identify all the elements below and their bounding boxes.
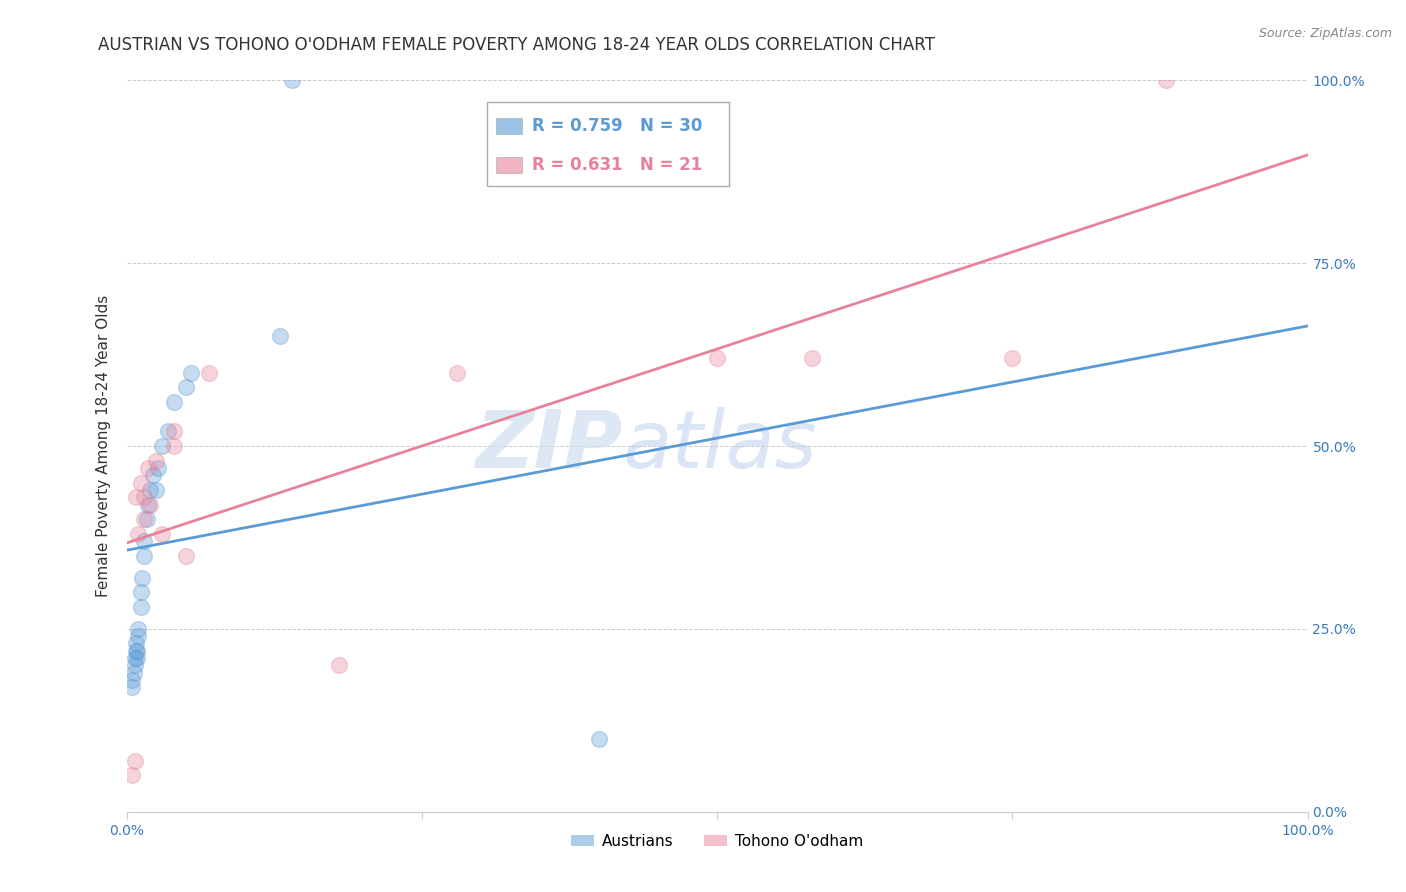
Point [129,599,152,614]
Point [121,768,143,782]
Point [198,366,221,380]
Point [1154,73,1177,87]
Point [588,731,610,746]
Point [163,395,186,409]
Point [150,526,173,541]
Point [141,468,163,483]
Point [124,651,146,665]
Point [129,475,152,490]
FancyBboxPatch shape [496,118,522,134]
Point [174,549,197,563]
Text: ZIP: ZIP [475,407,623,485]
Point [148,461,170,475]
Point [136,461,159,475]
Point [134,534,156,549]
Point [134,512,156,526]
Point [136,498,159,512]
Point [122,665,145,680]
FancyBboxPatch shape [486,103,728,186]
Point [180,366,202,380]
Point [129,585,152,599]
Point [706,351,728,366]
Point [121,681,143,695]
Point [145,453,167,467]
Text: R = 0.759   N = 30: R = 0.759 N = 30 [531,117,702,135]
Point [125,636,148,650]
Point [121,673,143,687]
Point [125,490,148,504]
Point [446,366,468,380]
Point [139,483,162,497]
Point [135,512,157,526]
Legend: Austrians, Tohono O'odham: Austrians, Tohono O'odham [565,828,869,855]
Point [127,526,149,541]
Point [139,498,162,512]
Point [131,571,153,585]
Text: AUSTRIAN VS TOHONO O'ODHAM FEMALE POVERTY AMONG 18-24 YEAR OLDS CORRELATION CHAR: AUSTRIAN VS TOHONO O'ODHAM FEMALE POVERT… [98,36,935,54]
Point [269,329,291,343]
Text: Source: ZipAtlas.com: Source: ZipAtlas.com [1258,27,1392,40]
Y-axis label: Female Poverty Among 18-24 Year Olds: Female Poverty Among 18-24 Year Olds [96,295,111,597]
Point [127,651,149,665]
Point [134,549,156,563]
Point [174,380,197,394]
Point [127,629,149,643]
Text: atlas: atlas [623,407,817,485]
Point [124,658,146,673]
Point [145,483,167,497]
Point [281,73,304,87]
Point [156,425,179,439]
Point [150,439,173,453]
Point [127,622,149,636]
Point [163,439,186,453]
Point [124,754,146,768]
Point [127,644,149,658]
Point [1001,351,1024,366]
Point [125,644,148,658]
Point [163,425,186,439]
Point [328,658,350,673]
Point [134,490,156,504]
Text: R = 0.631   N = 21: R = 0.631 N = 21 [531,156,702,174]
FancyBboxPatch shape [496,157,522,173]
Point [800,351,823,366]
